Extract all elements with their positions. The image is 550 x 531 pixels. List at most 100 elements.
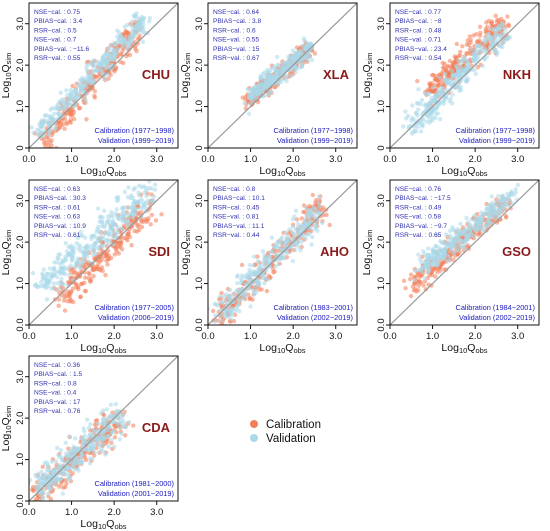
point-calibration	[83, 275, 88, 280]
point-validation	[425, 114, 431, 119]
panel-cda: 0.00.0 1.0 1.0 2.0 2.0 3.0 3.0 Log10Qobs Log10Qs…	[0, 355, 179, 531]
point-validation	[269, 89, 274, 94]
point-validation	[290, 217, 296, 222]
point-validation	[445, 76, 450, 82]
point-validation	[284, 249, 289, 255]
point-validation	[53, 126, 58, 131]
y-tick-label: 1.0	[15, 277, 26, 290]
y-tick-label: 1.0	[194, 100, 205, 113]
point-calibration	[454, 41, 459, 47]
point-validation	[215, 303, 220, 308]
point-validation	[55, 445, 60, 451]
point-validation	[139, 205, 144, 210]
plot-frame	[28, 355, 179, 502]
point-validation	[300, 44, 305, 49]
stat-line: PBIAS−cal. : 30.3	[34, 195, 86, 202]
point-validation	[445, 238, 451, 243]
point-validation	[153, 182, 158, 187]
point-validation	[105, 242, 111, 247]
point-validation	[139, 18, 144, 23]
stat-line: PBIAS−cal. : 3.8	[213, 18, 262, 25]
point-validation	[440, 86, 446, 91]
point-validation	[132, 185, 138, 191]
point-validation	[39, 118, 44, 123]
point-validation	[280, 61, 286, 66]
point-calibration	[436, 82, 441, 87]
point-validation	[47, 266, 53, 271]
point-validation	[45, 477, 50, 483]
point-validation	[292, 248, 298, 253]
point-validation	[309, 234, 315, 240]
point-validation	[507, 193, 512, 199]
point-validation	[82, 96, 87, 101]
series-validation	[208, 194, 325, 324]
point-calibration	[100, 268, 105, 274]
point-calibration	[310, 192, 315, 198]
point-calibration	[441, 260, 446, 265]
point-validation	[220, 318, 225, 323]
validation-period: Validation (1999−2019)	[459, 136, 535, 145]
point-validation	[420, 270, 425, 275]
point-calibration	[118, 59, 123, 65]
point-validation	[54, 479, 59, 484]
point-validation	[261, 261, 266, 266]
point-validation	[116, 37, 122, 43]
y-axis-label: Log10Qsim	[179, 53, 192, 99]
point-calibration	[129, 243, 134, 248]
point-validation	[112, 444, 117, 450]
y-tick-label: 2.0	[194, 236, 205, 249]
point-validation	[450, 227, 455, 232]
point-validation	[72, 467, 77, 472]
y-tick-label: 0.0	[194, 318, 205, 331]
point-validation	[274, 71, 279, 76]
point-validation	[147, 180, 152, 184]
x-axis-label: Log10Qobs	[259, 165, 305, 178]
point-validation	[443, 232, 449, 237]
point-validation	[462, 246, 467, 251]
point-validation	[51, 273, 57, 278]
calibration-period: Calibration (1977−1998)	[455, 126, 535, 135]
one-to-one-line	[29, 3, 178, 148]
point-calibration	[65, 289, 71, 294]
point-calibration	[78, 294, 83, 300]
x-tick-label: 0.0	[383, 154, 396, 165]
point-validation	[494, 201, 499, 206]
point-validation	[112, 57, 117, 62]
point-validation	[78, 233, 83, 239]
point-validation	[493, 49, 498, 54]
point-validation	[90, 433, 95, 438]
point-validation	[297, 50, 302, 56]
point-validation	[275, 62, 281, 68]
point-validation	[87, 461, 93, 466]
point-calibration	[216, 318, 221, 323]
point-validation	[434, 244, 439, 249]
point-validation	[229, 316, 234, 322]
stat-line: NSE−val. : 0.81	[213, 214, 259, 221]
point-validation	[479, 225, 484, 231]
point-calibration	[62, 126, 67, 131]
point-calibration	[86, 270, 91, 276]
point-validation	[94, 229, 100, 234]
x-tick-label: 1.0	[244, 154, 257, 165]
point-validation	[456, 69, 461, 74]
stat-line: NSE−val. : 0.71	[395, 37, 441, 44]
point-validation	[137, 28, 142, 33]
point-validation	[105, 221, 110, 226]
point-validation	[98, 214, 103, 219]
point-validation	[309, 242, 314, 247]
point-validation	[88, 444, 94, 449]
point-validation	[450, 92, 455, 97]
point-validation	[244, 273, 249, 278]
point-validation	[309, 57, 314, 63]
point-calibration	[119, 231, 124, 236]
point-validation	[278, 79, 284, 85]
point-validation	[95, 421, 101, 426]
point-validation	[454, 248, 459, 253]
calibration-period: Calibration (1977−1998)	[94, 126, 174, 135]
x-tick-label: 1.0	[65, 331, 78, 342]
point-calibration	[139, 224, 145, 230]
point-validation	[476, 215, 481, 221]
point-validation	[252, 254, 257, 259]
x-tick-label: 1.0	[426, 154, 439, 165]
point-validation	[55, 106, 60, 112]
